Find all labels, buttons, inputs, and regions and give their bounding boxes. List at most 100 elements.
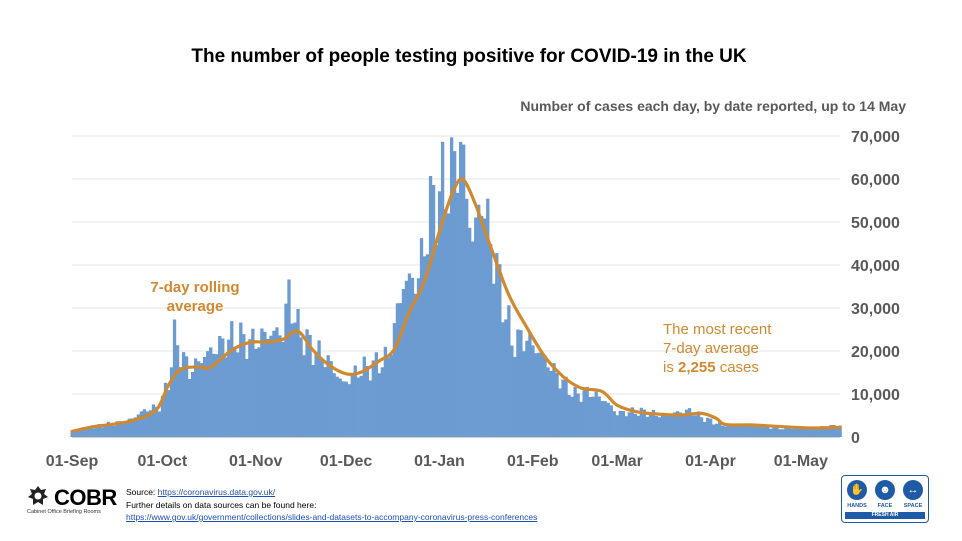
fresh-air-banner: FRESH AIR	[845, 512, 925, 519]
case-bar	[474, 217, 478, 437]
annotations: 7-day rolling average The most recent 7-day…	[150, 279, 772, 376]
cobr-name: COBR	[54, 485, 117, 510]
case-bar	[561, 379, 565, 437]
source-prefix: Source:	[126, 487, 158, 497]
y-tick-label: 60,000	[851, 172, 900, 189]
case-bar	[588, 396, 592, 437]
case-bar	[778, 429, 782, 437]
source-link[interactable]: https://coronavirus.data.gov.uk/	[157, 487, 276, 497]
case-bar	[88, 428, 92, 437]
case-bar	[314, 354, 318, 437]
case-bar	[838, 425, 842, 437]
case-bar	[166, 390, 171, 437]
rolling-average-line	[70, 177, 842, 433]
case-bar	[627, 412, 631, 437]
case-bar	[606, 402, 610, 437]
case-bar	[251, 328, 255, 437]
case-bar	[609, 405, 613, 437]
case-bar	[564, 376, 568, 437]
y-tick-label: 20,000	[851, 344, 900, 361]
details-text: Further details on data sources can be f…	[126, 499, 317, 510]
rolling-average-label: average	[167, 298, 224, 315]
face-mask-icon: ☻	[875, 480, 895, 500]
case-bar	[817, 427, 821, 437]
case-bar	[763, 424, 767, 437]
case-bar	[594, 391, 598, 437]
case-bar	[754, 424, 758, 437]
case-bar	[799, 427, 803, 437]
case-bar	[338, 378, 342, 437]
case-bar	[787, 427, 791, 437]
case-bar	[419, 238, 424, 437]
case-bar	[730, 423, 734, 437]
case-bar	[142, 409, 147, 437]
case-bar	[407, 273, 412, 437]
case-bar	[347, 384, 351, 437]
case-bar	[206, 351, 210, 437]
face-label: FACE	[877, 503, 893, 509]
case-bar	[645, 416, 650, 437]
hands-face-space-badge: ✋ ☻ ↔ HANDS FACE SPACE FRESH AIR	[841, 475, 929, 523]
x-tick-label: 01-Oct	[137, 453, 187, 470]
case-bar	[663, 413, 668, 437]
case-bar	[85, 427, 89, 437]
case-bar	[829, 424, 833, 437]
case-bar	[380, 367, 385, 437]
case-bar	[422, 256, 427, 437]
case-bar	[618, 410, 622, 437]
case-bar	[832, 424, 836, 437]
case-bar	[215, 354, 219, 437]
case-bar	[573, 386, 577, 437]
case-bar	[287, 279, 291, 437]
case-bar	[79, 430, 83, 437]
case-bar	[465, 198, 469, 437]
case-bar	[736, 424, 740, 437]
case-bar	[660, 412, 665, 437]
case-bar	[428, 176, 433, 437]
case-bar	[657, 417, 662, 437]
case-bar	[200, 363, 204, 437]
case-bar	[705, 417, 710, 437]
case-bar	[582, 390, 586, 437]
case-bar	[681, 413, 686, 437]
case-bar	[531, 345, 535, 437]
case-bar	[326, 355, 330, 437]
case-bar	[621, 411, 625, 437]
case-bar	[567, 394, 571, 437]
case-bar	[733, 424, 737, 437]
details-link[interactable]: https://www.gov.uk/government/collection…	[126, 512, 538, 522]
case-bar	[639, 407, 644, 437]
case-bar	[519, 330, 523, 437]
case-bar	[136, 414, 141, 437]
hands-label: HANDS	[847, 503, 867, 509]
case-bar	[76, 430, 80, 437]
case-bar	[329, 361, 333, 437]
case-bar	[576, 393, 580, 437]
y-tick-label: 10,000	[851, 387, 900, 404]
case-bar	[169, 367, 174, 437]
case-bar	[537, 352, 541, 437]
case-bar	[462, 144, 466, 437]
case-bar	[784, 426, 788, 437]
case-bar	[266, 338, 270, 437]
case-bar	[221, 338, 225, 437]
case-bar	[456, 192, 460, 437]
case-bar	[636, 415, 641, 437]
x-tick-label: 01-Jan	[414, 453, 465, 470]
case-bar	[284, 303, 288, 437]
y-tick-label: 70,000	[851, 129, 900, 146]
case-bar	[615, 415, 619, 437]
case-bar	[570, 396, 574, 437]
case-bar	[796, 426, 800, 437]
case-bar	[377, 373, 381, 437]
case-bar	[245, 358, 249, 437]
case-bar	[139, 411, 144, 437]
case-bar	[70, 431, 74, 437]
case-bar	[181, 352, 186, 437]
y-tick-label: 50,000	[851, 215, 900, 232]
case-bar	[690, 415, 695, 437]
case-bar	[335, 376, 339, 437]
case-bar	[203, 357, 207, 437]
case-bar	[115, 421, 119, 437]
case-bar	[480, 216, 484, 437]
